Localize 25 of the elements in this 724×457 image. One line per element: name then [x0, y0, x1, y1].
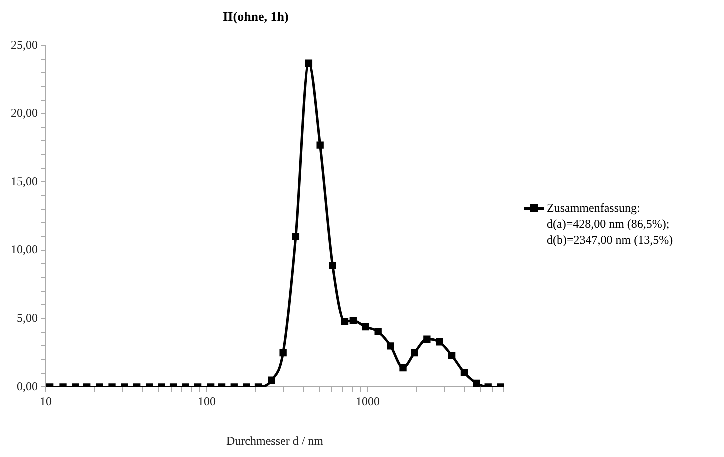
y-tick-label: 20,00	[11, 106, 38, 120]
x-tick-label: 10	[40, 394, 52, 409]
x-axis-title: Durchmesser d / nm	[226, 434, 324, 448]
chart-title: II(ohne, 1h)	[223, 9, 289, 24]
point	[400, 364, 407, 372]
point	[316, 142, 324, 149]
point	[460, 369, 468, 376]
x-tick-label: 100	[198, 394, 216, 409]
y-tick-label: 25,00	[11, 38, 38, 52]
point	[374, 328, 382, 336]
point	[280, 349, 287, 357]
y-tick-label: 5,00	[17, 311, 38, 326]
point	[436, 338, 444, 346]
point	[387, 342, 394, 350]
legend-label: Zusammenfassung: d(a)=428,00 nm (86,5%); d(b)=2347,00 nm (13,5%)	[547, 200, 674, 248]
point	[292, 233, 300, 240]
point	[411, 349, 418, 357]
x-tick-label: 1000	[356, 394, 380, 409]
y-tick-label: 10,00	[11, 242, 38, 257]
point	[268, 376, 276, 384]
y-tick-label: 15,00	[11, 174, 38, 188]
point	[473, 380, 481, 388]
y-tick-label: 0,00	[17, 379, 38, 394]
point	[424, 336, 431, 343]
point	[448, 352, 456, 360]
